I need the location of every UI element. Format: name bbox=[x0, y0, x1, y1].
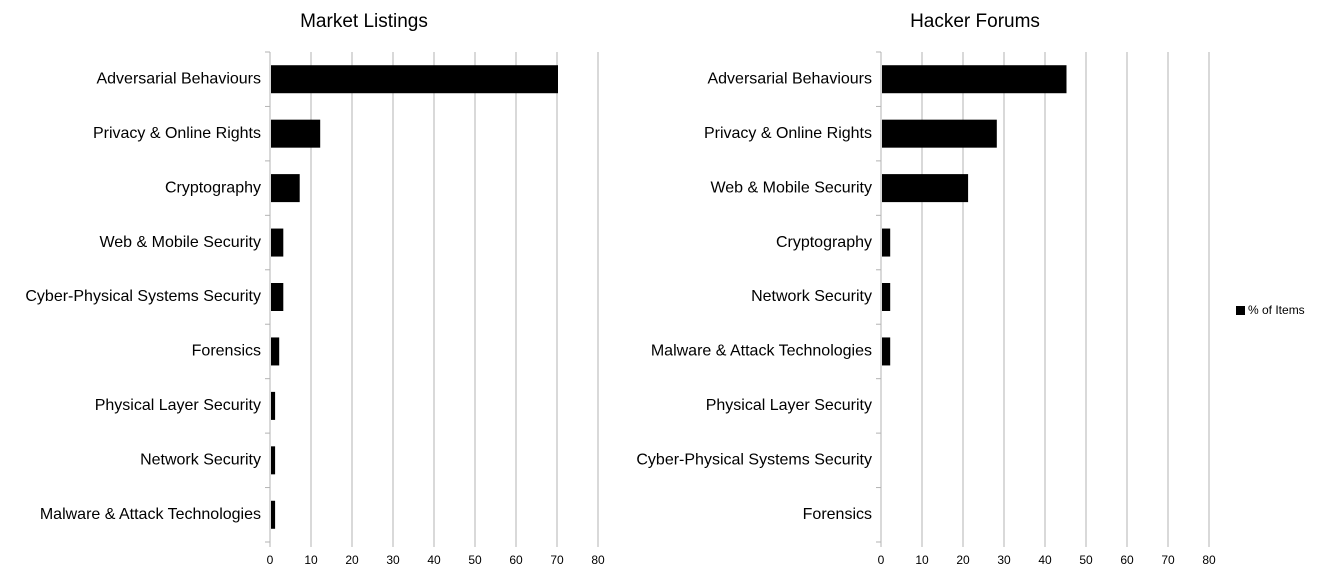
bar bbox=[271, 391, 276, 420]
y-tick-label: Cyber-Physical Systems Security bbox=[25, 288, 261, 305]
x-tick-label: 80 bbox=[591, 553, 605, 567]
y-tick-label: Cryptography bbox=[165, 179, 261, 196]
x-tick-label: 40 bbox=[1038, 553, 1052, 567]
x-tick-label: 50 bbox=[1079, 553, 1093, 567]
x-tick-label: 10 bbox=[915, 553, 929, 567]
chart-title: Hacker Forums bbox=[910, 11, 1040, 32]
bar bbox=[271, 446, 276, 475]
y-tick-label: Privacy & Online Rights bbox=[93, 125, 261, 142]
y-tick-label: Forensics bbox=[803, 506, 872, 523]
y-tick-label: Web & Mobile Security bbox=[99, 234, 261, 251]
bar bbox=[271, 65, 558, 94]
chart-title: Market Listings bbox=[300, 11, 428, 32]
x-tick-label: 30 bbox=[997, 553, 1011, 567]
legend-swatch bbox=[1236, 306, 1245, 315]
bar bbox=[271, 500, 276, 529]
y-tick-label: Forensics bbox=[192, 343, 261, 360]
bar bbox=[271, 174, 300, 203]
x-tick-label: 0 bbox=[267, 553, 274, 567]
y-tick-label: Physical Layer Security bbox=[706, 397, 872, 414]
bar bbox=[271, 283, 284, 311]
bar bbox=[271, 337, 280, 366]
x-tick-label: 70 bbox=[1161, 553, 1175, 567]
x-tick-label: 0 bbox=[878, 553, 885, 567]
y-tick-label: Network Security bbox=[140, 452, 261, 469]
x-tick-label: 60 bbox=[509, 553, 523, 567]
y-tick-label: Privacy & Online Rights bbox=[704, 125, 872, 142]
y-tick-label: Malware & Attack Technologies bbox=[40, 506, 261, 523]
bar bbox=[882, 228, 891, 257]
bar bbox=[882, 65, 1067, 94]
x-tick-label: 60 bbox=[1120, 553, 1134, 567]
x-tick-label: 50 bbox=[468, 553, 482, 567]
bar bbox=[271, 228, 284, 257]
bar bbox=[882, 119, 997, 148]
y-tick-label: Cryptography bbox=[776, 234, 872, 251]
legend-label: % of Items bbox=[1248, 303, 1305, 317]
x-tick-label: 30 bbox=[386, 553, 400, 567]
y-tick-label: Adversarial Behaviours bbox=[707, 70, 872, 87]
y-tick-label: Cyber-Physical Systems Security bbox=[636, 452, 872, 469]
x-tick-label: 80 bbox=[1202, 553, 1216, 567]
y-tick-label: Network Security bbox=[751, 288, 872, 305]
bar bbox=[882, 283, 891, 311]
x-tick-label: 70 bbox=[550, 553, 564, 567]
y-tick-label: Adversarial Behaviours bbox=[96, 70, 261, 87]
bar bbox=[882, 337, 891, 366]
y-tick-label: Malware & Attack Technologies bbox=[651, 343, 872, 360]
x-tick-label: 20 bbox=[345, 553, 359, 567]
bar bbox=[882, 174, 969, 203]
x-tick-label: 10 bbox=[304, 553, 318, 567]
bar bbox=[271, 119, 321, 148]
y-tick-label: Web & Mobile Security bbox=[710, 179, 872, 196]
x-tick-label: 20 bbox=[956, 553, 970, 567]
x-tick-label: 40 bbox=[427, 553, 441, 567]
y-tick-label: Physical Layer Security bbox=[95, 397, 261, 414]
